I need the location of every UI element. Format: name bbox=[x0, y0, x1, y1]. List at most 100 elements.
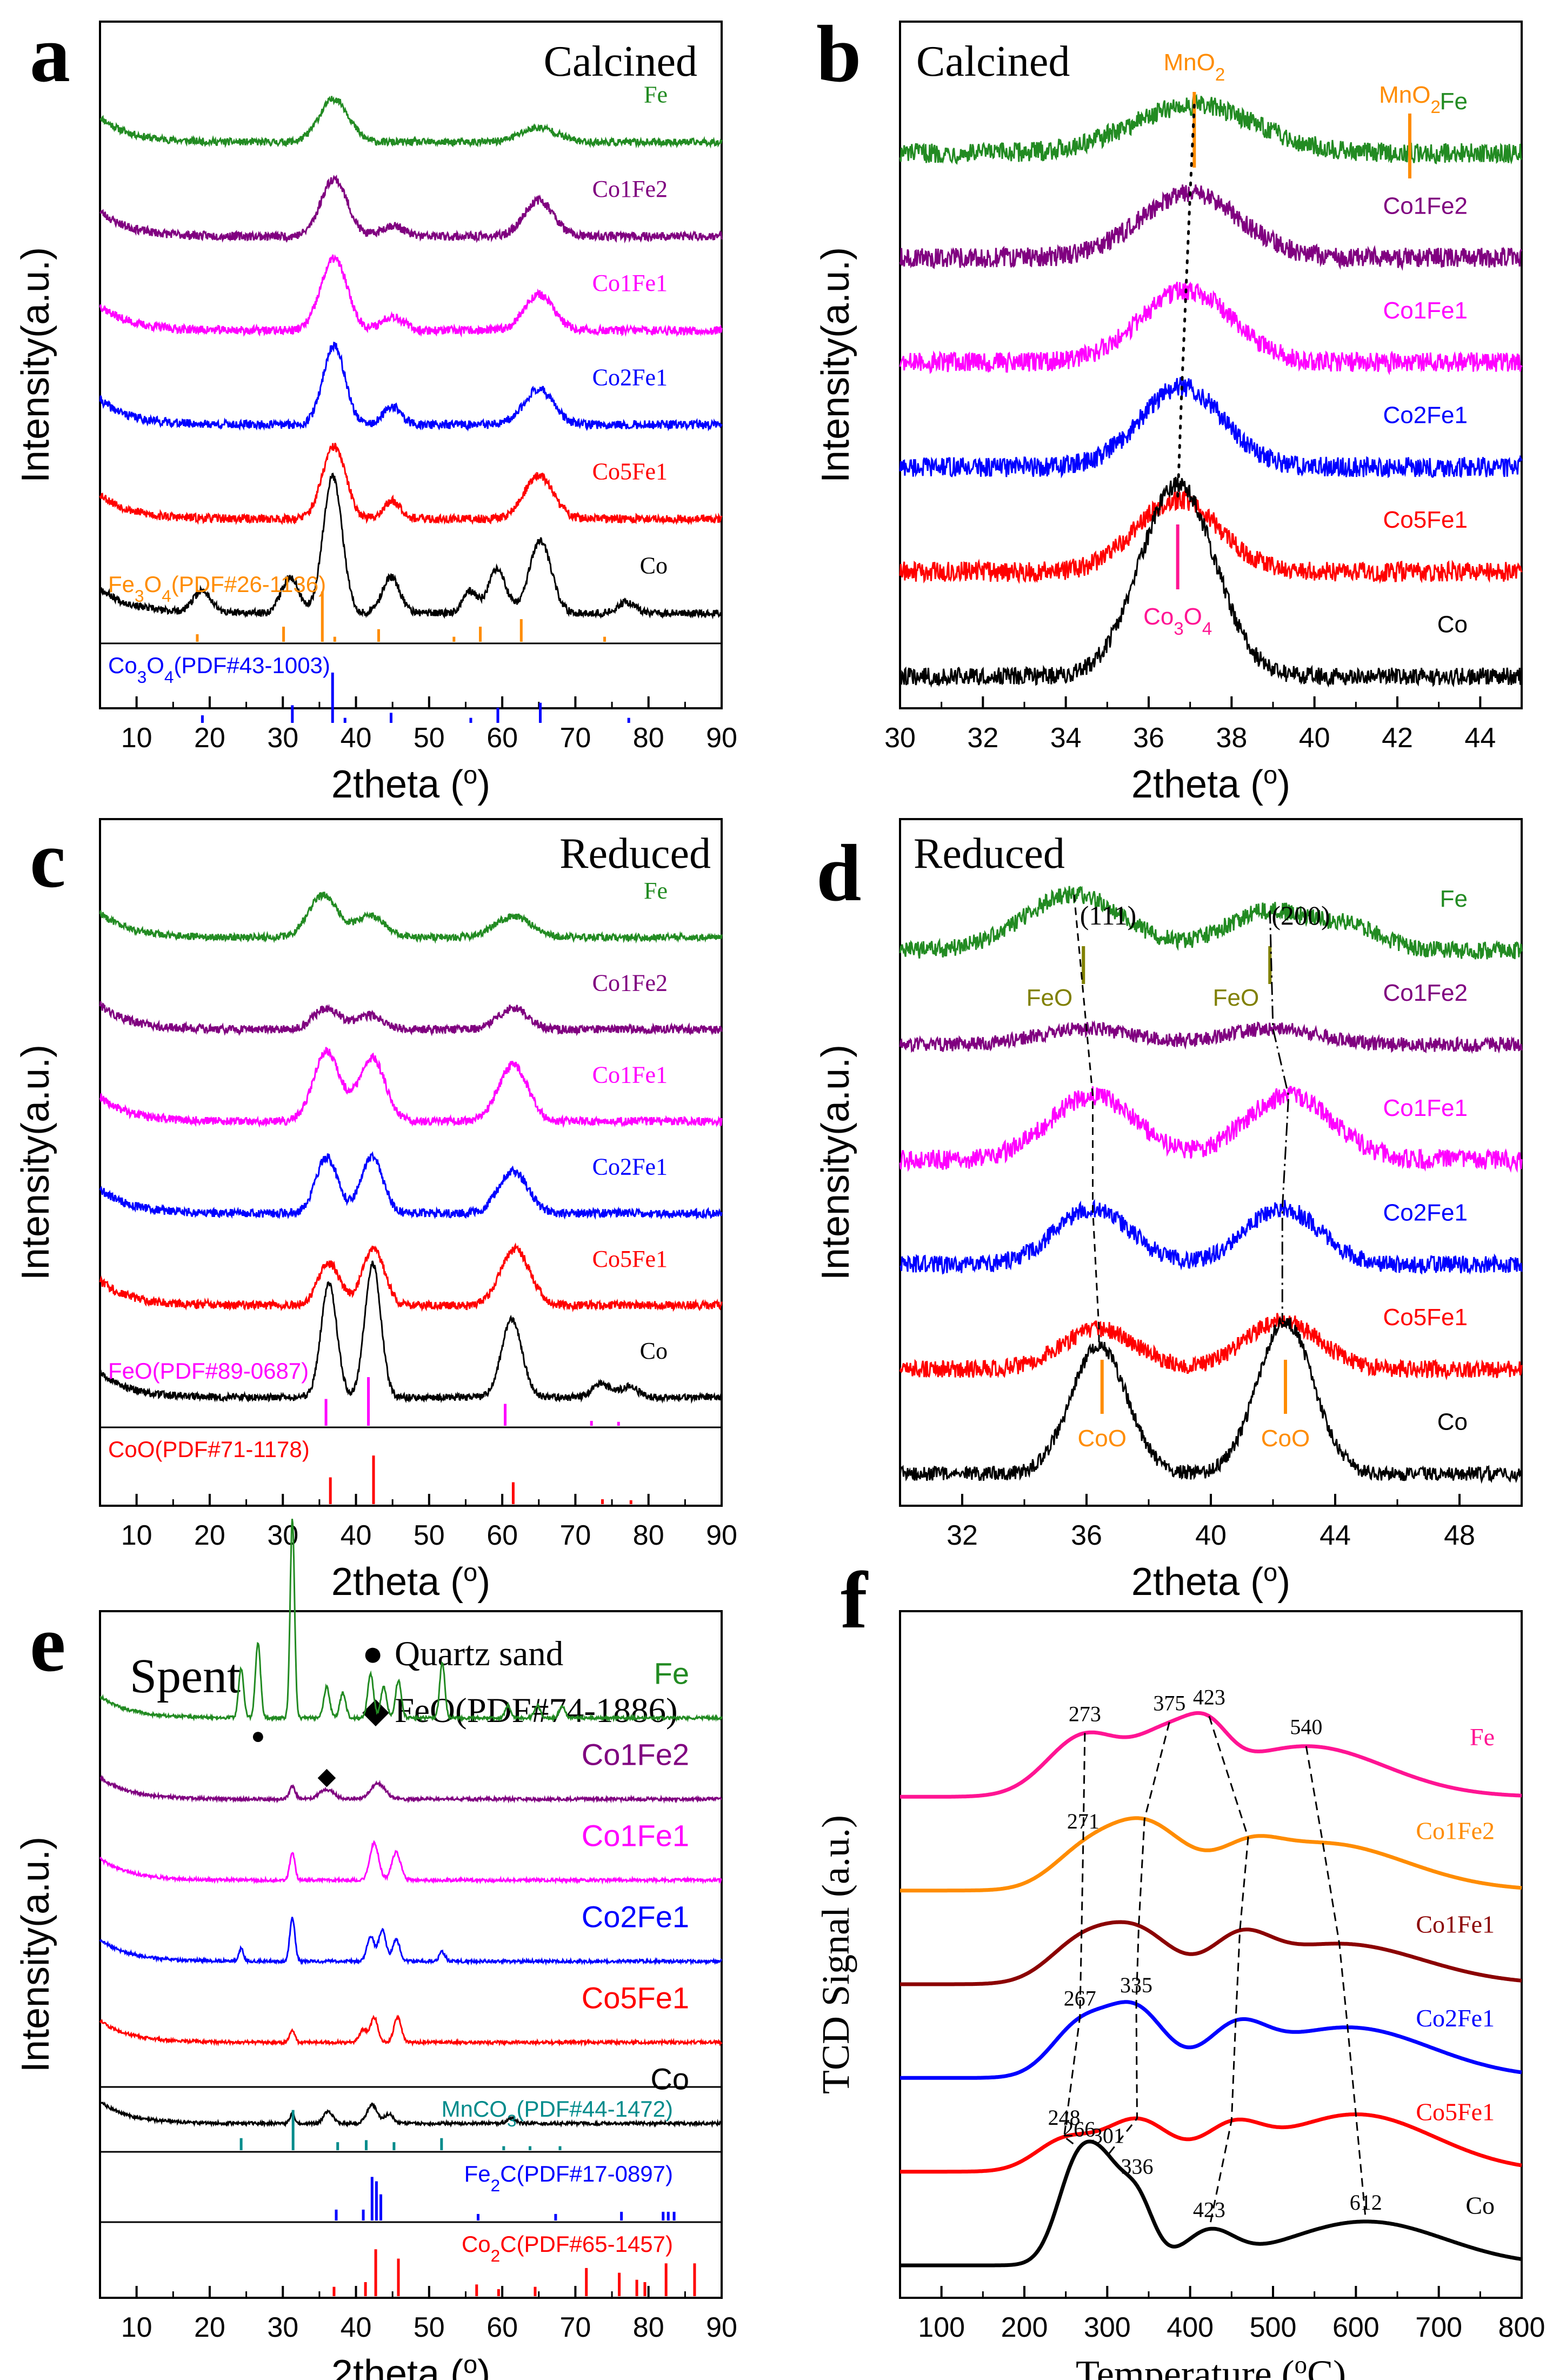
x-tick-label: 50 bbox=[414, 722, 445, 754]
x-tick-label: 20 bbox=[194, 2312, 225, 2343]
panel-b-xlabel: 2theta (o) bbox=[1131, 761, 1290, 806]
series-line-co1fe1 bbox=[899, 1086, 1523, 1173]
series-label-co: Co bbox=[640, 1338, 668, 1364]
panel-b-title: Calcined bbox=[916, 38, 1070, 85]
series-line-co2fe1 bbox=[899, 377, 1523, 478]
series-label-co: Co bbox=[1437, 1409, 1468, 1435]
panel-a-xlabel: 2theta (o) bbox=[331, 761, 490, 806]
x-tick-label: 10 bbox=[121, 722, 152, 754]
series-line-co1fe2 bbox=[99, 1001, 723, 1036]
series-line-co bbox=[99, 473, 723, 620]
phase-marker-label: CoO bbox=[1261, 1425, 1310, 1452]
series-line-co1fe1 bbox=[99, 1047, 723, 1128]
panel-d-xlabel: 2theta (o) bbox=[1131, 1558, 1290, 1604]
panel-a-title: Calcined bbox=[544, 38, 697, 85]
x-tick-label: 300 bbox=[1084, 2312, 1131, 2343]
panel-d-ylabel: Intensity(a.u.) bbox=[814, 1045, 857, 1280]
x-tick-label: 60 bbox=[487, 1520, 518, 1551]
tpr-shift-guide bbox=[1208, 1716, 1249, 2229]
panel-letter-f: f bbox=[841, 1555, 869, 1645]
x-tick-label: 80 bbox=[633, 1520, 664, 1551]
series-line-co1fe1 bbox=[99, 254, 723, 338]
series-label-co1fe1: Co1Fe1 bbox=[582, 1819, 689, 1853]
x-tick-label: 30 bbox=[267, 2312, 298, 2343]
x-tick-label: 500 bbox=[1250, 2312, 1297, 2343]
series-line-co1fe2 bbox=[99, 1774, 722, 1804]
panel-letter-b: b bbox=[816, 9, 861, 99]
reference-label: CoO(PDF#71-1178) bbox=[108, 1437, 310, 1462]
x-tick-label: 400 bbox=[1167, 2312, 1214, 2343]
tpr-line-co5fe1 bbox=[900, 2112, 1522, 2174]
x-tick-label: 42 bbox=[1382, 722, 1413, 754]
panel-f-axes: 100 200 300 400 500 600 700 800 Temperature (oC)… bbox=[814, 1610, 1545, 2380]
series-label-fe: Fe bbox=[1440, 886, 1468, 912]
phase-marker-label: FeO bbox=[1213, 985, 1260, 1011]
series-label-co5fe1: Co5Fe1 bbox=[1383, 1304, 1468, 1331]
panel-letter-d: d bbox=[816, 828, 861, 918]
x-tick-label: 40 bbox=[341, 1520, 372, 1551]
peak-shift-guide bbox=[1269, 910, 1290, 1323]
phase-marker-label: MnO2 bbox=[1163, 49, 1225, 84]
x-tick-label: 600 bbox=[1332, 2312, 1380, 2343]
x-tick-label: 40 bbox=[1195, 1520, 1227, 1551]
panel-a-frame bbox=[99, 21, 723, 709]
panel-e-axes: 10 20 30 40 50 60 70 80 90 2theta (o) Intensity(a.… bbox=[14, 1519, 737, 2380]
series-line-fe bbox=[99, 892, 723, 944]
tpr-label-co: Co bbox=[1465, 2192, 1495, 2219]
x-tick-label: 60 bbox=[487, 722, 518, 754]
tpr-shift-guide bbox=[1063, 1733, 1086, 2149]
panel-e-xlabel: 2theta (o) bbox=[331, 2350, 490, 2380]
series-label-co1fe1: Co1Fe1 bbox=[1383, 1095, 1468, 1121]
tpr-line-co1fe1 bbox=[900, 1920, 1522, 1986]
feo-marker: ◆ bbox=[317, 1763, 336, 1790]
panel-a-axes: 10 20 30 40 50 60 70 80 90 2theta (o) Intensity(a.… bbox=[14, 21, 737, 806]
reference-label: MnCO3(PDF#44-1472) bbox=[442, 2096, 673, 2130]
x-tick-label: 70 bbox=[559, 722, 591, 754]
tpr-line-fe bbox=[900, 1711, 1522, 1799]
panel-e-title: Spent bbox=[130, 1650, 241, 1703]
series-label-co: Co bbox=[1437, 611, 1468, 638]
x-tick-label: 44 bbox=[1464, 722, 1496, 754]
panel-f-xlabel: Temperature (oC) bbox=[1076, 2351, 1346, 2380]
series-label-co5fe1: Co5Fe1 bbox=[592, 1246, 668, 1272]
reference-label: FeO(PDF#89-0687) bbox=[108, 1358, 309, 1384]
x-tick-label: 38 bbox=[1216, 722, 1247, 754]
x-tick-label: 40 bbox=[1299, 722, 1330, 754]
tpr-peak-label: 423 bbox=[1193, 2198, 1225, 2222]
series-line-co1fe2 bbox=[99, 174, 723, 244]
panel-c-xlabel: 2theta (o) bbox=[331, 1558, 490, 1604]
panel-e-ylabel: Intensity(a.u.) bbox=[14, 1837, 57, 2072]
reference-label: Fe2C(PDF#17-0897) bbox=[464, 2161, 673, 2195]
plane-annotation: (111) bbox=[1080, 900, 1137, 930]
x-tick-label: 40 bbox=[341, 2312, 372, 2343]
series-label-co: Co bbox=[640, 553, 668, 579]
series-line-co2fe1 bbox=[899, 1199, 1523, 1275]
panel-e-frame bbox=[99, 1610, 723, 2299]
series-line-co bbox=[99, 1260, 723, 1404]
x-tick-label: 34 bbox=[1050, 722, 1082, 754]
x-tick-label: 800 bbox=[1498, 2312, 1545, 2343]
reference-label: Co3O4(PDF#43-1003) bbox=[108, 653, 330, 687]
x-tick-label: 60 bbox=[487, 2312, 518, 2343]
panel-a-ylabel: Intensity(a.u.) bbox=[14, 247, 57, 483]
series-label-co2fe1: Co2Fe1 bbox=[592, 1154, 668, 1180]
series-label-co2fe1: Co2Fe1 bbox=[592, 364, 668, 390]
series-label-co2fe1: Co2Fe1 bbox=[582, 1900, 689, 1934]
x-tick-label: 90 bbox=[706, 722, 737, 754]
series-label-co5fe1: Co5Fe1 bbox=[582, 1981, 689, 2015]
x-tick-label: 30 bbox=[884, 722, 916, 754]
phase-marker-label: MnO2 bbox=[1379, 82, 1441, 117]
tpr-label-co5fe1: Co5Fe1 bbox=[1416, 2098, 1495, 2125]
series-label-co1fe2: Co1Fe2 bbox=[592, 176, 668, 202]
panel-f-h2-tpr: f bbox=[841, 1555, 869, 1645]
series-label-co1fe1: Co1Fe1 bbox=[592, 270, 668, 296]
panel-e-spent-xrd: e Spent ● Quartz sand ◆ FeO(PDF#74-1886) bbox=[30, 1599, 678, 1730]
series-label-co1fe2: Co1Fe2 bbox=[1383, 980, 1468, 1006]
series-label-co5fe1: Co5Fe1 bbox=[592, 458, 668, 485]
tpr-peak-label: 612 bbox=[1350, 2190, 1382, 2215]
series-label-co1fe1: Co1Fe1 bbox=[1383, 297, 1468, 324]
reference-label: Co2C(PDF#65-1457) bbox=[462, 2231, 673, 2265]
series-line-co5fe1 bbox=[899, 490, 1523, 584]
panel-b-ylabel: Intensity(a.u.) bbox=[814, 247, 857, 483]
